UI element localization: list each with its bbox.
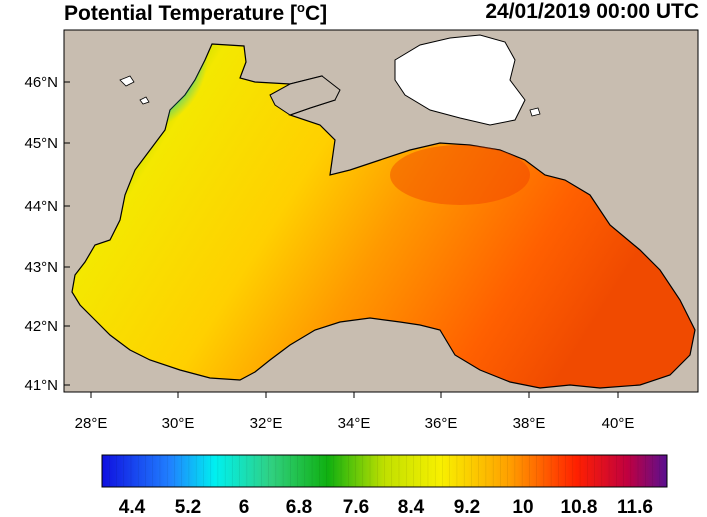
lon-tick-label: 40°E	[602, 415, 635, 432]
colorbar-label: 6.8	[286, 497, 312, 517]
lat-tick-label: 43°N	[24, 259, 58, 276]
colorbar-label: 4.4	[119, 497, 146, 517]
lon-tick-label: 32°E	[250, 415, 283, 432]
lat-tick-label: 44°N	[24, 198, 58, 215]
lon-tick-label: 36°E	[425, 415, 458, 432]
colorbar-label: 7.6	[343, 497, 369, 517]
lon-tick-label: 34°E	[338, 415, 371, 432]
colorbar: 4.4 5.2 6 6.8 7.6 8.4 9.2 10 10.8 11.6	[101, 454, 668, 517]
sea-of-azov	[394, 34, 526, 126]
lat-tick-label: 41°N	[24, 377, 58, 394]
crimea-peninsula	[269, 75, 341, 116]
colorbar-label: 6	[239, 497, 250, 517]
lon-tick-label: 28°E	[75, 415, 108, 432]
lat-tick-label: 46°N	[24, 74, 58, 91]
map-timestamp: 24/01/2019 00:00 UTC	[485, 0, 699, 23]
colorbar-label: 10	[512, 497, 533, 517]
colorbar-label: 9.2	[454, 497, 480, 517]
lat-tick-label: 45°N	[24, 135, 58, 152]
lon-tick-label: 38°E	[513, 415, 546, 432]
colorbar-label: 8.4	[398, 497, 425, 517]
latitude-axis: 46°N 45°N 44°N 43°N 42°N 41°N	[24, 74, 70, 394]
colorbar-label: 10.8	[561, 497, 598, 517]
map-title: Potential Temperature [oC]	[64, 0, 328, 25]
warm-water-region	[390, 145, 530, 205]
longitude-axis: 28°E 30°E 32°E 34°E 36°E 38°E 40°E	[75, 392, 635, 432]
colorbar-label: 11.6	[617, 497, 653, 517]
lon-tick-label: 30°E	[162, 415, 195, 432]
colorbar-gradient	[101, 454, 668, 488]
lat-tick-label: 42°N	[24, 318, 58, 335]
colorbar-label: 5.2	[175, 497, 201, 517]
cold-water-region	[85, 44, 290, 262]
